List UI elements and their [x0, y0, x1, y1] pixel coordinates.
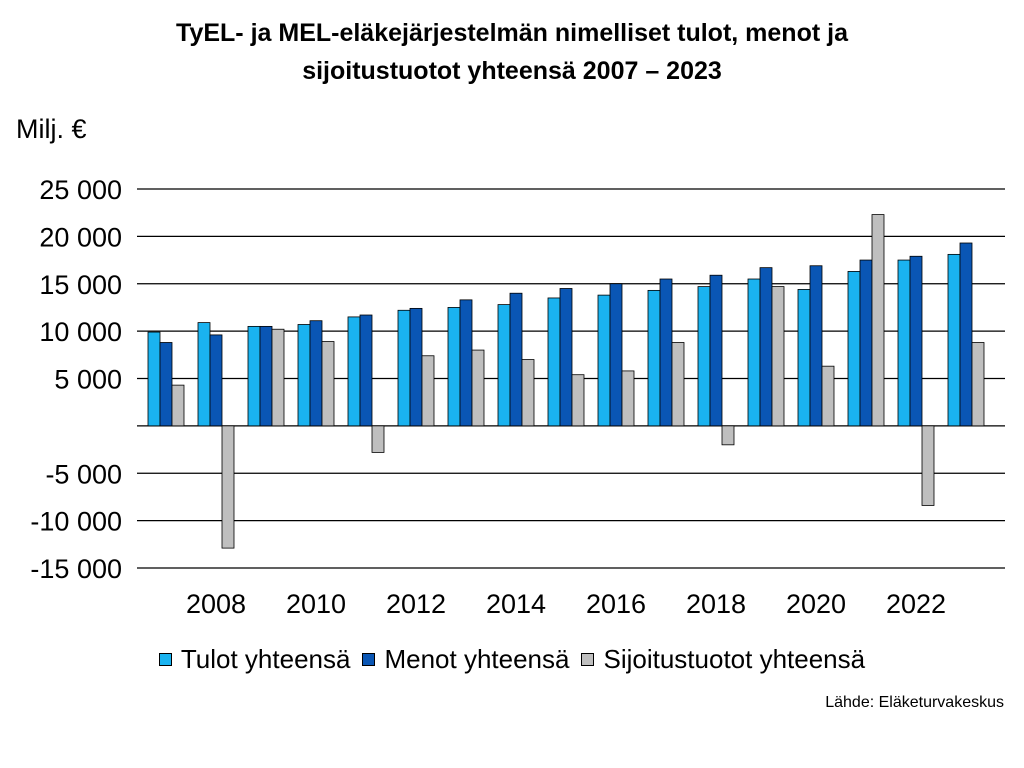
bar-tulot-2009	[247, 325, 261, 427]
bar-sijoitustuotot-2013	[471, 349, 485, 427]
legend-swatch-sijoitustuotot	[581, 653, 595, 666]
y-tick-label: 15 000	[39, 270, 122, 300]
bar-sijoitustuotot-2009	[271, 328, 285, 427]
bar-sijoitustuotot-2023	[971, 342, 985, 427]
bar-menot-2019	[759, 267, 773, 427]
bar-menot-2016	[609, 283, 623, 427]
bar-menot-2012	[409, 307, 423, 427]
bar-tulot-2020	[797, 289, 811, 427]
bar-tulot-2014	[497, 304, 511, 427]
bar-menot-2018	[709, 274, 723, 427]
bar-sijoitustuotot-2019	[771, 286, 785, 427]
bar-menot-2023	[959, 242, 973, 427]
bar-tulot-2022	[897, 259, 911, 427]
bar-menot-2013	[459, 299, 473, 427]
bar-menot-2008	[209, 334, 223, 427]
bar-tulot-2023	[947, 253, 961, 427]
bar-tulot-2017	[647, 289, 661, 427]
legend-swatch-tulot	[158, 653, 172, 666]
bar-sijoitustuotot-2015	[571, 374, 585, 427]
bar-sijoitustuotot-2012	[421, 355, 435, 427]
bar-tulot-2013	[447, 307, 461, 427]
legend-item-menot: Menot yhteensä	[362, 644, 569, 675]
x-tick-label: 2018	[686, 589, 746, 619]
bar-sijoitustuotot-2017	[671, 342, 685, 427]
y-axis-unit-label: Milj. €	[16, 114, 87, 144]
x-tick-label: 2010	[286, 589, 346, 619]
bar-menot-2014	[509, 292, 523, 427]
x-tick-label: 2012	[386, 589, 446, 619]
x-tick-label: 2022	[886, 589, 946, 619]
bar-menot-2009	[259, 325, 273, 427]
legend-item-tulot: Tulot yhteensä	[158, 644, 351, 675]
y-tick-label: -15 000	[30, 554, 122, 584]
bar-sijoitustuotot-2018	[721, 425, 735, 446]
bar-tulot-2015	[547, 297, 561, 427]
legend-item-sijoitustuotot: Sijoitustuotot yhteensä	[581, 644, 865, 675]
bar-tulot-2016	[597, 294, 611, 427]
y-tick-label: -10 000	[30, 507, 122, 537]
bar-tulot-2018	[697, 286, 711, 427]
bar-menot-2017	[659, 278, 673, 427]
y-tick-label: 5 000	[54, 365, 122, 395]
bar-sijoitustuotot-2007	[171, 384, 185, 427]
bar-sijoitustuotot-2021	[871, 214, 885, 427]
x-tick-label: 2016	[586, 589, 646, 619]
chart-title: TyEL- ja MEL-eläkejärjestelmän nimellise…	[0, 14, 1024, 90]
bar-sijoitustuotot-2008	[221, 425, 235, 549]
y-tick-label: 25 000	[39, 175, 122, 205]
chart-title-line-1: TyEL- ja MEL-eläkejärjestelmän nimellise…	[176, 19, 848, 47]
bar-tulot-2019	[747, 278, 761, 427]
x-tick-label: 2014	[486, 589, 546, 619]
bar-sijoitustuotot-2011	[371, 425, 385, 453]
y-axis-tick-labels: 25 000 20 000 15 000 10 000 5 000 -5 000 -10 0…	[30, 175, 122, 584]
bar-tulot-2021	[847, 271, 861, 427]
bar-menot-2020	[809, 265, 823, 427]
bar-sijoitustuotot-2022	[921, 425, 935, 506]
bar-sijoitustuotot-2020	[821, 365, 835, 427]
bar-menot-2021	[859, 259, 873, 427]
bar-menot-2011	[359, 314, 373, 427]
source-note: Lähde: Eläketurvakeskus	[825, 694, 1004, 711]
legend-label-tulot: Tulot yhteensä	[180, 644, 351, 674]
legend-label-menot: Menot yhteensä	[384, 644, 570, 674]
bar-menot-2010	[309, 320, 323, 427]
bar-sijoitustuotot-2014	[521, 359, 535, 427]
bar-chart: 25 000 20 000 15 000 10 000 5 000 -5 000 -10 0…	[30, 175, 1005, 619]
y-tick-label: 10 000	[39, 317, 122, 347]
bar-tulot-2008	[197, 322, 211, 427]
x-axis-tick-labels: 2008 2010 2012 2014 2016 2018 2020 2022	[186, 589, 946, 619]
bar-tulot-2012	[397, 309, 411, 427]
legend: Tulot yhteensä Menot yhteensä Sijoitustu…	[0, 644, 1024, 675]
bar-menot-2022	[909, 255, 923, 427]
bar-menot-2007	[159, 342, 173, 427]
x-tick-label: 2008	[186, 589, 246, 619]
bars	[147, 214, 985, 549]
bar-tulot-2011	[347, 316, 361, 427]
chart-title-line-2: sijoitustuotot yhteensä 2007 – 2023	[302, 57, 722, 85]
bar-menot-2015	[559, 288, 573, 427]
x-tick-label: 2020	[786, 589, 846, 619]
bar-sijoitustuotot-2010	[321, 341, 335, 427]
y-tick-label: 20 000	[39, 222, 122, 252]
legend-swatch-menot	[362, 653, 376, 666]
y-tick-label: -5 000	[45, 459, 122, 489]
bar-tulot-2007	[147, 331, 161, 427]
bar-tulot-2010	[297, 324, 311, 427]
legend-label-sijoitustuotot: Sijoitustuotot yhteensä	[603, 644, 866, 674]
bar-sijoitustuotot-2016	[621, 370, 635, 427]
